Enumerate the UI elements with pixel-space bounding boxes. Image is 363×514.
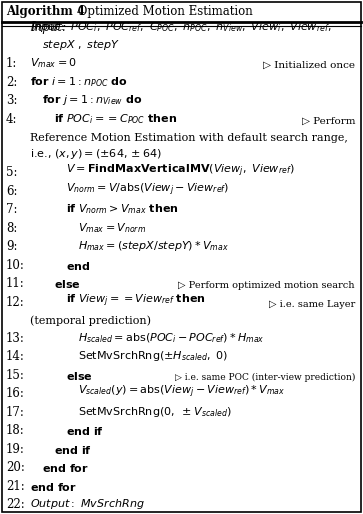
Text: ▷ i.e. same POC (inter-view prediction): ▷ i.e. same POC (inter-view prediction): [175, 373, 355, 382]
Text: $H_\mathit{scaled} = \mathrm{abs}(\mathit{POC}_\mathit{i} - \mathit{POC}_\mathit: $H_\mathit{scaled} = \mathrm{abs}(\mathi…: [78, 331, 265, 345]
Text: $V_\mathit{max} = 0$: $V_\mathit{max} = 0$: [30, 56, 77, 70]
Text: ▷ Perform: ▷ Perform: [302, 117, 355, 125]
Text: ▷ Perform optimized motion search: ▷ Perform optimized motion search: [179, 281, 355, 290]
Text: $\mathbf{for}\ \mathit{j} = 1 : n_\mathit{View}\ \mathbf{do}$: $\mathbf{for}\ \mathit{j} = 1 : n_\mathi…: [42, 93, 142, 107]
Text: i.e., $(\mathit{x, y}) = (\pm 64, \pm 64)$: i.e., $(\mathit{x, y}) = (\pm 64, \pm 64…: [30, 146, 162, 161]
Text: 5:: 5:: [6, 166, 17, 179]
Text: 17:: 17:: [6, 406, 25, 419]
Text: 20:: 20:: [6, 461, 25, 474]
Text: 18:: 18:: [6, 424, 25, 437]
Text: $V_\mathit{scaled}(y) = \mathrm{abs}(\mathit{View}_\mathit{j} - \mathit{View}_\m: $V_\mathit{scaled}(y) = \mathrm{abs}(\ma…: [78, 384, 285, 400]
Text: $\mathit{stepX\ ,\ stepY}$: $\mathit{stepX\ ,\ stepY}$: [42, 38, 120, 51]
Text: $\mathbf{end\ for}$: $\mathbf{end\ for}$: [30, 481, 77, 493]
Text: Reference Motion Estimation with default search range,: Reference Motion Estimation with default…: [30, 133, 348, 143]
Text: $\mathbf{end\ if}$: $\mathbf{end\ if}$: [54, 444, 92, 456]
Text: 13:: 13:: [6, 332, 25, 345]
Text: (temporal prediction): (temporal prediction): [30, 316, 151, 326]
Text: 9:: 9:: [6, 240, 17, 253]
Text: $\mathbf{for}\ \mathit{i} = 1 : n_\mathit{POC}\ \mathbf{do}$: $\mathbf{for}\ \mathit{i} = 1 : n_\mathi…: [30, 75, 128, 88]
Text: $\mathrm{SetMvSrchRng}(0,\ \pm V_\mathit{scaled})$: $\mathrm{SetMvSrchRng}(0,\ \pm V_\mathit…: [78, 405, 232, 419]
Text: $\mathbf{if}\ \mathit{POC}_\mathit{i} == C_\mathit{POC}\ \mathbf{then}$: $\mathbf{if}\ \mathit{POC}_\mathit{i} ==…: [54, 112, 177, 125]
Text: ▷ Initialized once: ▷ Initialized once: [263, 61, 355, 70]
Text: 14:: 14:: [6, 351, 25, 363]
Text: 1:: 1:: [6, 57, 17, 70]
Text: $H_\mathit{max} = (\mathit{stepX}/\mathit{stepY}) * V_\mathit{max}$: $H_\mathit{max} = (\mathit{stepX}/\mathi…: [78, 239, 229, 253]
Text: $\mathbf{end\ if}$: $\mathbf{end\ if}$: [66, 425, 104, 437]
Text: $\mathrm{SetMvSrchRng}(\pm H_\mathit{scaled},\ 0)$: $\mathrm{SetMvSrchRng}(\pm H_\mathit{sca…: [78, 350, 228, 363]
Text: 10:: 10:: [6, 259, 25, 272]
Text: 6:: 6:: [6, 185, 17, 198]
Text: Input:: Input:: [30, 21, 70, 34]
Text: 2:: 2:: [6, 76, 17, 88]
Text: $\mathbf{else}$: $\mathbf{else}$: [66, 370, 93, 382]
Text: Algorithm 4: Algorithm 4: [6, 5, 85, 18]
Text: 19:: 19:: [6, 443, 25, 456]
Text: 16:: 16:: [6, 388, 25, 400]
Text: $V = \mathbf{FindMaxVerticalMV}(\mathit{View}_\mathit{j},\ \mathit{View}_\mathit: $V = \mathbf{FindMaxVerticalMV}(\mathit{…: [66, 163, 294, 179]
Text: 21:: 21:: [6, 480, 25, 493]
Text: Optimized Motion Estimation: Optimized Motion Estimation: [74, 5, 253, 18]
Text: $\mathbf{if}\ \mathit{View}_\mathit{j} == \mathit{View}_\mathit{ref}\ \mathbf{th: $\mathbf{if}\ \mathit{View}_\mathit{j} =…: [66, 292, 206, 309]
Text: 3:: 3:: [6, 94, 17, 107]
Text: 22:: 22:: [6, 498, 25, 511]
Text: 15:: 15:: [6, 369, 25, 382]
Text: $\mathbf{else}$: $\mathbf{else}$: [54, 278, 81, 290]
Text: ▷ i.e. same Layer: ▷ i.e. same Layer: [269, 300, 355, 309]
Text: $V_\mathit{norm} = V/\mathrm{abs}(\mathit{View}_\mathit{j} - \mathit{View}_\math: $V_\mathit{norm} = V/\mathrm{abs}(\mathi…: [66, 181, 229, 198]
Text: $\mathbf{if}\ V_\mathit{norm} > V_\mathit{max}\ \mathbf{then}$: $\mathbf{if}\ V_\mathit{norm} > V_\mathi…: [66, 203, 179, 216]
Text: 8:: 8:: [6, 222, 17, 235]
Text: 7:: 7:: [6, 203, 17, 216]
Text: $\mathbf{end}$: $\mathbf{end}$: [66, 260, 90, 272]
Text: 4:: 4:: [6, 113, 17, 125]
Text: $\mathit{Input:\ POC}_\mathit{i}\mathit{,\ POC}_\mathit{ref}\mathit{,\ C}_\mathi: $\mathit{Input:\ POC}_\mathit{i}\mathit{…: [30, 20, 331, 34]
Text: 11:: 11:: [6, 277, 25, 290]
Text: 12:: 12:: [6, 296, 25, 309]
Text: $\mathbf{end\ for}$: $\mathbf{end\ for}$: [42, 462, 89, 474]
Text: $\mathit{Output:\ MvSrchRng}$: $\mathit{Output:\ MvSrchRng}$: [30, 498, 145, 511]
Text: $V_\mathit{max} = V_\mathit{norm}$: $V_\mathit{max} = V_\mathit{norm}$: [78, 221, 146, 235]
